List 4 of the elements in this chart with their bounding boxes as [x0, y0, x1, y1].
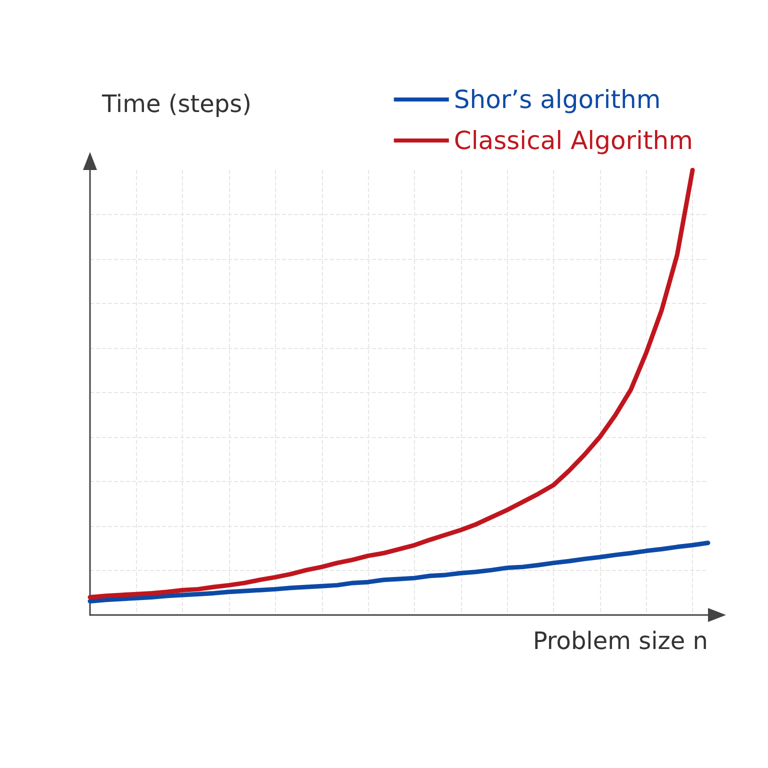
- x-axis-title: Problem size n: [532, 627, 708, 655]
- text: Time (steps): [101, 90, 252, 118]
- legend-label: Classical Algorithm: [454, 126, 694, 155]
- legend-label: Shor’s algorithm: [454, 85, 661, 114]
